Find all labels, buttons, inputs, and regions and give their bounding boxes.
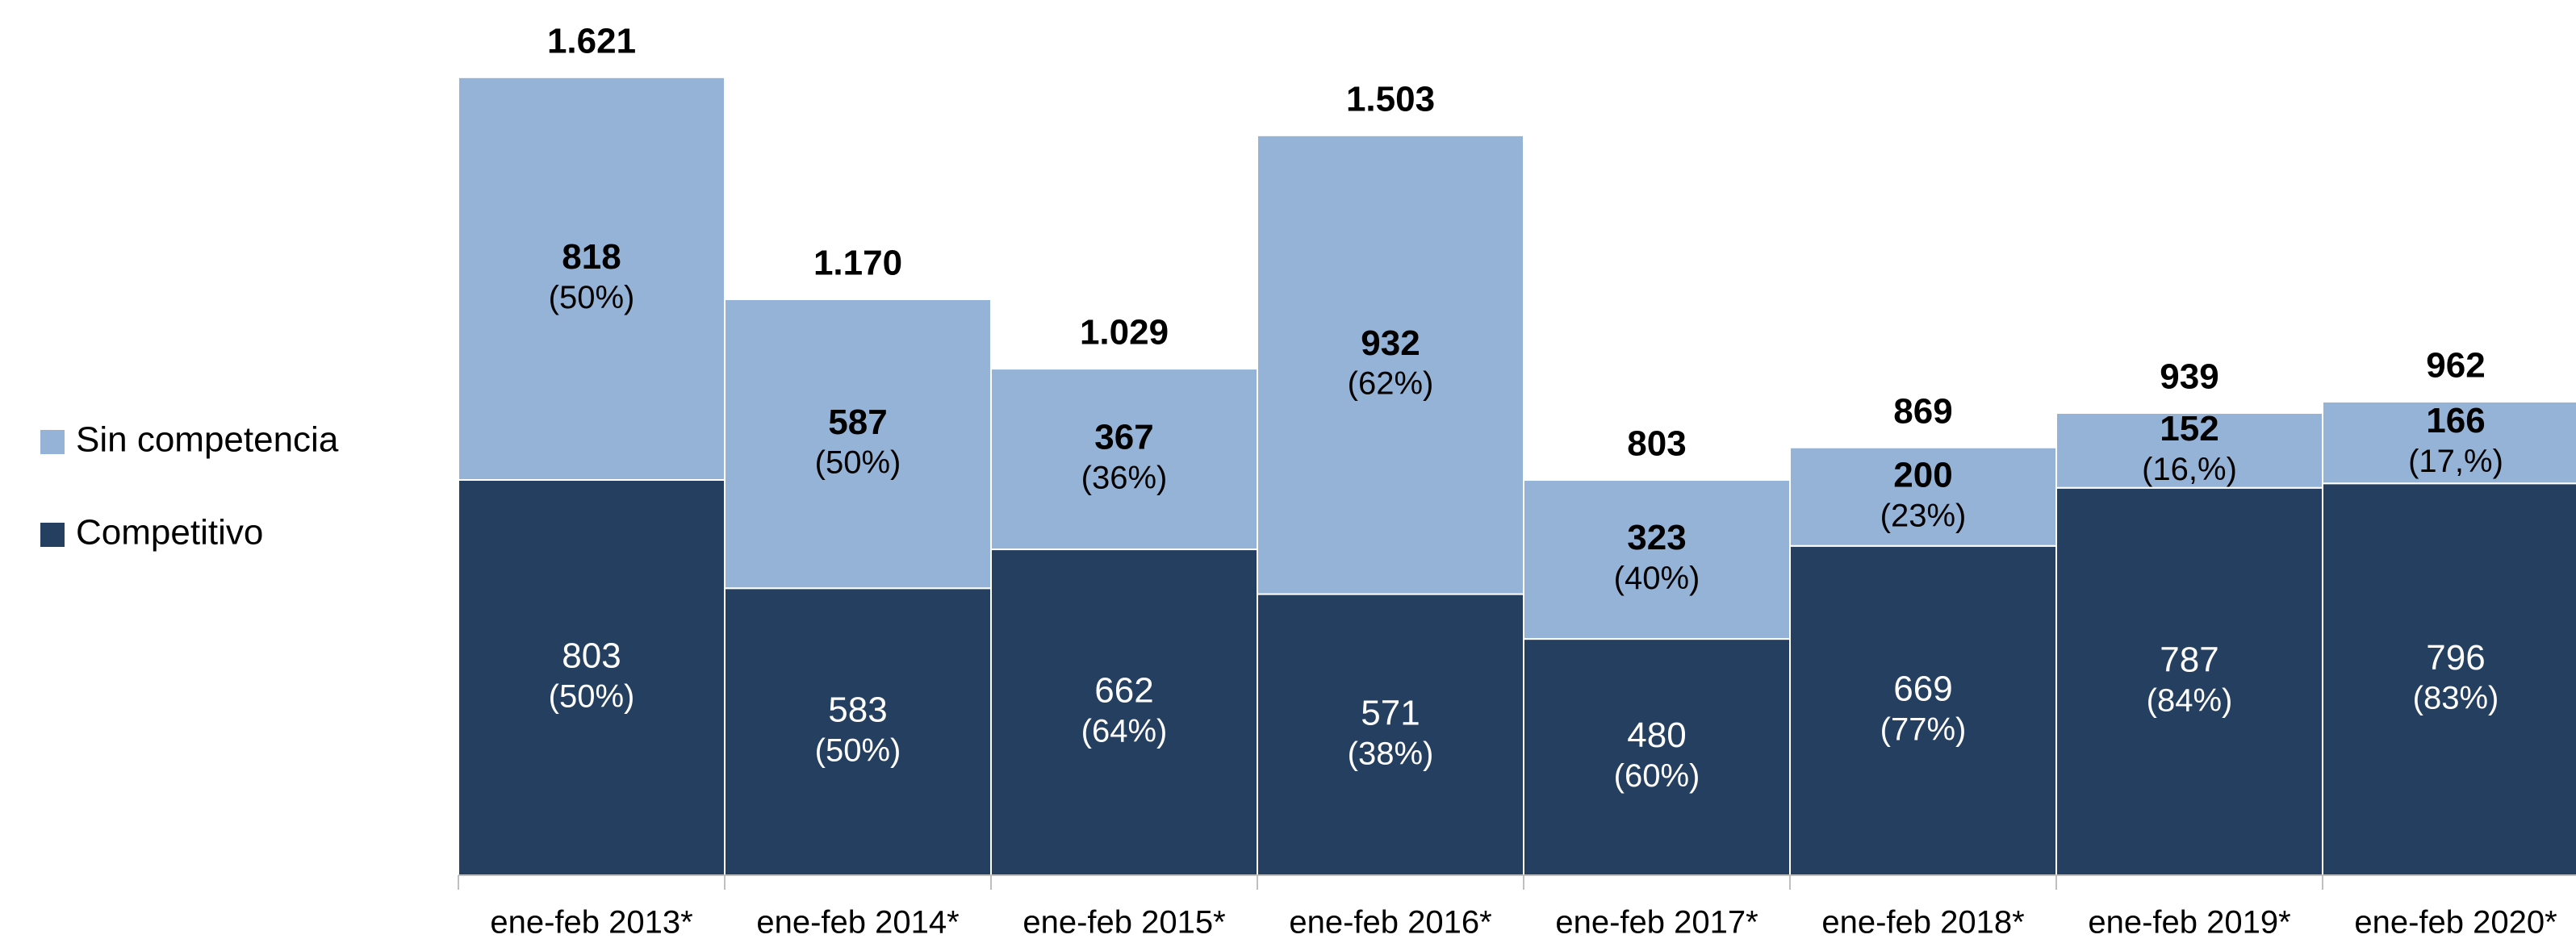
x-tick-label: ene-feb 2017* bbox=[1555, 905, 1758, 941]
value-label: 932 bbox=[1361, 323, 1420, 363]
legend-label: Sin competencia bbox=[76, 420, 339, 460]
bar-segment bbox=[2055, 486, 2323, 876]
percent-label: (77%) bbox=[1880, 711, 1967, 747]
bar-segment bbox=[458, 76, 726, 481]
value-label: 200 bbox=[1893, 455, 1952, 494]
bar-segment bbox=[1789, 544, 2057, 876]
value-label: 669 bbox=[1893, 670, 1952, 709]
percent-label: (50%) bbox=[815, 733, 901, 769]
value-label: 166 bbox=[2426, 401, 2485, 440]
total-label: 962 bbox=[2426, 346, 2485, 386]
value-label: 818 bbox=[562, 237, 621, 277]
bar-segment bbox=[1257, 593, 1524, 876]
value-label: 662 bbox=[1094, 671, 1153, 711]
percent-label: (36%) bbox=[1081, 461, 1168, 496]
percent-label: (84%) bbox=[2147, 682, 2233, 718]
value-label: 367 bbox=[1094, 418, 1153, 457]
bar-segment bbox=[1523, 638, 1791, 876]
value-label: 803 bbox=[562, 636, 621, 676]
total-label: 803 bbox=[1627, 424, 1686, 464]
legend-swatch bbox=[40, 523, 65, 547]
value-label: 796 bbox=[2426, 638, 2485, 678]
x-tick-label: ene-feb 2013* bbox=[490, 905, 692, 941]
percent-label: (40%) bbox=[1614, 561, 1700, 596]
bar-segment bbox=[458, 478, 726, 876]
x-tick-label: ene-feb 2015* bbox=[1022, 905, 1225, 941]
value-label: 787 bbox=[2160, 640, 2218, 679]
percent-label: (50%) bbox=[815, 445, 901, 481]
bar-segment bbox=[724, 298, 992, 590]
value-label: 323 bbox=[1627, 518, 1686, 557]
percent-label: (83%) bbox=[2413, 681, 2499, 716]
x-tick-label: ene-feb 2018* bbox=[1821, 905, 2024, 941]
bar-segment bbox=[2322, 400, 2576, 485]
value-label: 571 bbox=[1361, 693, 1420, 732]
value-label: 587 bbox=[828, 403, 887, 442]
percent-label: (50%) bbox=[549, 280, 635, 315]
bar-segment bbox=[990, 549, 1258, 876]
total-label: 1.503 bbox=[1346, 79, 1435, 119]
x-tick-label: ene-feb 2019* bbox=[2088, 905, 2290, 941]
bar-segment bbox=[724, 587, 992, 877]
bar-segment bbox=[1257, 134, 1524, 595]
legend-swatch bbox=[40, 430, 65, 454]
percent-label: (64%) bbox=[1081, 714, 1168, 749]
bar-segment bbox=[2322, 482, 2576, 876]
value-label: 583 bbox=[828, 690, 887, 730]
total-label: 1.029 bbox=[1080, 313, 1169, 353]
legend-label: Competitivo bbox=[76, 513, 263, 553]
percent-label: (38%) bbox=[1348, 736, 1434, 771]
percent-label: (60%) bbox=[1614, 758, 1700, 794]
total-label: 1.621 bbox=[547, 21, 636, 60]
x-tick-label: ene-feb 2016* bbox=[1289, 905, 1491, 941]
total-label: 1.170 bbox=[813, 244, 902, 283]
value-label: 152 bbox=[2160, 409, 2218, 448]
x-tick-label: ene-feb 2014* bbox=[756, 905, 959, 941]
total-label: 939 bbox=[2160, 357, 2218, 397]
percent-label: (23%) bbox=[1880, 498, 1967, 533]
x-tick-label: ene-feb 2020* bbox=[2354, 905, 2557, 941]
total-label: 869 bbox=[1893, 391, 1952, 431]
percent-label: (16,%) bbox=[2142, 452, 2237, 487]
percent-label: (62%) bbox=[1348, 366, 1434, 402]
bar-segment bbox=[1523, 478, 1791, 640]
percent-label: (50%) bbox=[549, 679, 635, 715]
value-label: 480 bbox=[1627, 715, 1686, 755]
bar-segment bbox=[1789, 446, 2057, 547]
percent-label: (17,%) bbox=[2408, 444, 2503, 479]
bar-segment bbox=[990, 368, 1258, 551]
